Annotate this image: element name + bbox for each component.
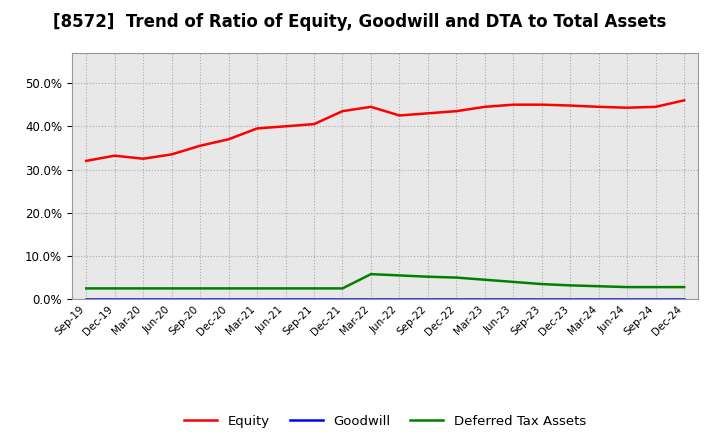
Goodwill <box>395 296 404 301</box>
Equity <box>423 111 432 116</box>
Deferred Tax Assets <box>282 286 290 291</box>
Equity <box>196 143 204 148</box>
Deferred Tax Assets <box>566 283 575 288</box>
Goodwill <box>82 296 91 301</box>
Deferred Tax Assets <box>338 286 347 291</box>
Deferred Tax Assets <box>253 286 261 291</box>
Goodwill <box>680 296 688 301</box>
Goodwill <box>167 296 176 301</box>
Equity <box>595 104 603 110</box>
Equity <box>282 124 290 129</box>
Deferred Tax Assets <box>225 286 233 291</box>
Equity <box>680 98 688 103</box>
Equity <box>167 152 176 157</box>
Goodwill <box>452 296 461 301</box>
Deferred Tax Assets <box>537 282 546 287</box>
Equity <box>509 102 518 107</box>
Deferred Tax Assets <box>623 284 631 290</box>
Equity <box>652 104 660 110</box>
Equity <box>82 158 91 164</box>
Equity <box>566 103 575 108</box>
Equity <box>253 126 261 131</box>
Equity <box>310 121 318 127</box>
Line: Deferred Tax Assets: Deferred Tax Assets <box>86 274 684 288</box>
Equity <box>110 153 119 158</box>
Equity <box>395 113 404 118</box>
Deferred Tax Assets <box>680 284 688 290</box>
Goodwill <box>282 296 290 301</box>
Legend: Equity, Goodwill, Deferred Tax Assets: Equity, Goodwill, Deferred Tax Assets <box>179 409 591 433</box>
Deferred Tax Assets <box>423 274 432 279</box>
Equity <box>225 136 233 142</box>
Equity <box>537 102 546 107</box>
Text: [8572]  Trend of Ratio of Equity, Goodwill and DTA to Total Assets: [8572] Trend of Ratio of Equity, Goodwil… <box>53 13 667 31</box>
Deferred Tax Assets <box>82 286 91 291</box>
Deferred Tax Assets <box>310 286 318 291</box>
Equity <box>366 104 375 110</box>
Deferred Tax Assets <box>480 277 489 282</box>
Deferred Tax Assets <box>509 279 518 285</box>
Goodwill <box>537 296 546 301</box>
Goodwill <box>110 296 119 301</box>
Goodwill <box>566 296 575 301</box>
Goodwill <box>366 296 375 301</box>
Equity <box>139 156 148 161</box>
Line: Equity: Equity <box>86 100 684 161</box>
Goodwill <box>423 296 432 301</box>
Goodwill <box>338 296 347 301</box>
Deferred Tax Assets <box>366 271 375 277</box>
Goodwill <box>623 296 631 301</box>
Deferred Tax Assets <box>652 284 660 290</box>
Equity <box>623 105 631 110</box>
Deferred Tax Assets <box>110 286 119 291</box>
Deferred Tax Assets <box>139 286 148 291</box>
Goodwill <box>652 296 660 301</box>
Deferred Tax Assets <box>452 275 461 280</box>
Goodwill <box>595 296 603 301</box>
Goodwill <box>253 296 261 301</box>
Goodwill <box>196 296 204 301</box>
Goodwill <box>480 296 489 301</box>
Deferred Tax Assets <box>167 286 176 291</box>
Equity <box>452 109 461 114</box>
Deferred Tax Assets <box>395 273 404 278</box>
Goodwill <box>225 296 233 301</box>
Equity <box>338 109 347 114</box>
Goodwill <box>139 296 148 301</box>
Deferred Tax Assets <box>595 284 603 289</box>
Deferred Tax Assets <box>196 286 204 291</box>
Equity <box>480 104 489 110</box>
Goodwill <box>509 296 518 301</box>
Goodwill <box>310 296 318 301</box>
